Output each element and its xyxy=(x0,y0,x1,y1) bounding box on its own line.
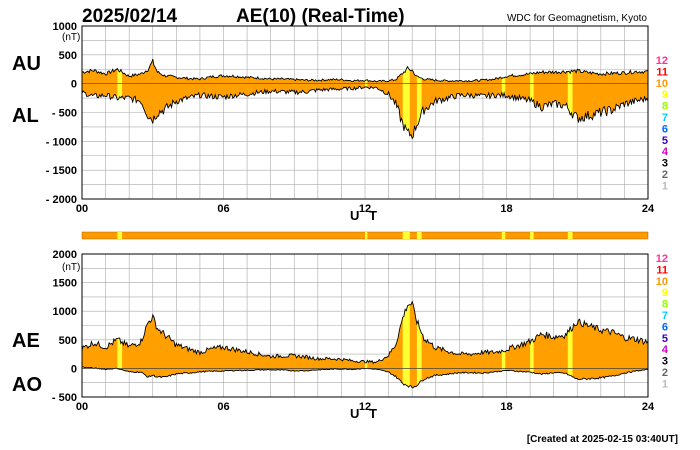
index-title: AE(10) (Real-Time) xyxy=(236,6,405,27)
station-count-label: 8 xyxy=(662,101,668,113)
ae-label: AE xyxy=(12,330,40,352)
station-count-label: 4 xyxy=(662,146,669,158)
station-count-label: 6 xyxy=(662,321,668,333)
top-xlabel: U T xyxy=(350,208,380,223)
y-tick-label: 500 xyxy=(59,50,77,62)
band-fill xyxy=(82,301,648,388)
y-tick-label: 500 xyxy=(59,335,77,347)
au-label: AU xyxy=(12,53,41,75)
low-station-highlight xyxy=(117,301,123,388)
strip-highlight xyxy=(402,232,410,239)
y-tick-label: 0 xyxy=(71,79,77,91)
y-tick-label: - 1500 xyxy=(46,165,77,177)
x-tick-label: 06 xyxy=(217,401,229,413)
station-count-label: 7 xyxy=(662,112,668,124)
x-tick-label: 12 xyxy=(359,401,371,413)
x-tick-label: 24 xyxy=(642,203,655,215)
plot-frame xyxy=(81,25,649,200)
station-count-label: 9 xyxy=(662,89,668,101)
station-count-label: 5 xyxy=(662,333,668,345)
x-tick-label: 12 xyxy=(359,203,371,215)
station-count-label: 4 xyxy=(662,344,669,356)
station-count-label: 7 xyxy=(662,310,668,322)
strip-highlight xyxy=(530,232,534,239)
y-tick-label: - 500 xyxy=(52,392,77,404)
strip-highlight xyxy=(117,232,123,239)
y-tick-label: 1000 xyxy=(53,21,77,33)
strip-highlight xyxy=(365,232,368,239)
station-count-label: 1 xyxy=(662,180,668,192)
band-fill xyxy=(82,59,648,139)
low-station-highlight xyxy=(402,59,410,139)
x-tick-label: 00 xyxy=(76,203,88,215)
strip-highlight xyxy=(567,232,573,239)
al-label: AL xyxy=(12,105,39,127)
bottom-xlabel: U T xyxy=(350,406,380,421)
low-station-highlight xyxy=(416,301,422,388)
top-units: (nT) xyxy=(62,32,80,43)
low-station-highlight xyxy=(416,59,422,139)
y-tick-label: 2000 xyxy=(53,249,77,261)
station-count-label: 2 xyxy=(662,367,668,379)
station-count-label: 3 xyxy=(662,356,668,368)
station-count-label: 6 xyxy=(662,123,668,135)
plot-frame xyxy=(81,253,649,398)
x-tick-label: 00 xyxy=(76,401,88,413)
station-count-label: 3 xyxy=(662,158,668,170)
series-line-au xyxy=(81,58,649,83)
station-count-label: 11 xyxy=(656,66,668,78)
y-tick-label: - 2000 xyxy=(46,194,77,206)
station-count-label: 12 xyxy=(656,55,668,67)
strip-highlight xyxy=(416,232,422,239)
station-count-label: 10 xyxy=(656,276,668,288)
low-station-highlight xyxy=(567,59,573,139)
created-footer: [Created at 2025-02-15 03:40UT] xyxy=(527,434,678,445)
station-count-label: 1 xyxy=(662,378,668,390)
station-count-label: 11 xyxy=(656,264,668,276)
station-count-label: 5 xyxy=(662,135,668,147)
station-count-label: 10 xyxy=(656,78,668,90)
strip-highlight xyxy=(501,232,506,239)
y-tick-label: 0 xyxy=(71,363,77,375)
y-tick-label: - 500 xyxy=(52,108,77,120)
source-label: WDC for Geomagnetism, Kyoto xyxy=(507,13,647,24)
x-tick-label: 06 xyxy=(217,203,229,215)
station-count-label: 9 xyxy=(662,287,668,299)
series-line-ae xyxy=(81,300,649,365)
ao-label: AO xyxy=(12,374,42,396)
station-count-label: 2 xyxy=(662,169,668,181)
low-station-highlight xyxy=(567,301,573,388)
x-tick-label: 18 xyxy=(500,401,512,413)
series-line-al xyxy=(81,85,649,140)
x-tick-label: 24 xyxy=(642,401,655,413)
station-count-label: 8 xyxy=(662,299,668,311)
y-tick-label: - 1000 xyxy=(46,136,77,148)
bottom-units: (nT) xyxy=(62,262,80,273)
y-tick-label: 1500 xyxy=(53,278,77,290)
x-tick-label: 18 xyxy=(500,203,512,215)
station-count-label: 12 xyxy=(656,253,668,265)
low-station-highlight xyxy=(530,301,534,388)
low-station-highlight xyxy=(402,301,410,388)
date-title: 2025/02/14 xyxy=(82,6,178,27)
y-tick-label: 1000 xyxy=(53,306,77,318)
station-count-strip xyxy=(81,231,649,240)
